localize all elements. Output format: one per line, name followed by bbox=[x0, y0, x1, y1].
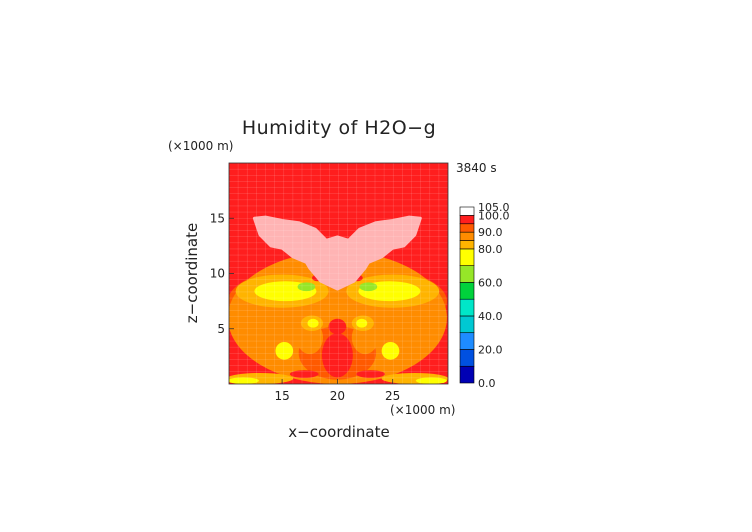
colorbar-swatch bbox=[459, 365, 475, 384]
humidity-region-17 bbox=[275, 342, 294, 360]
x-tick-label: 20 bbox=[330, 389, 345, 403]
x-tick-label: 25 bbox=[385, 389, 400, 403]
humidity-region-7 bbox=[359, 282, 378, 292]
y-axis: 5 10 15 bbox=[210, 211, 234, 336]
x-axis-label: x−coordinate bbox=[288, 423, 389, 441]
time-label: 3840 s bbox=[456, 161, 497, 175]
humidity-region-13 bbox=[307, 318, 319, 328]
humidity-region-6 bbox=[297, 282, 316, 292]
colorbar-swatch bbox=[459, 332, 475, 350]
colorbar-label: 100.0 bbox=[478, 209, 510, 222]
colorbar-swatch bbox=[459, 231, 475, 241]
colorbar-swatch bbox=[459, 315, 475, 334]
colorbar-swatch bbox=[459, 349, 475, 367]
humidity-region-16 bbox=[321, 333, 353, 378]
colorbar-label: 0.0 bbox=[478, 377, 496, 390]
colorbar-label: 20.0 bbox=[478, 343, 503, 356]
y-tick-label: 5 bbox=[217, 322, 225, 336]
saturated-plume bbox=[252, 215, 422, 291]
grid-lines bbox=[229, 163, 448, 384]
colorbar-label: 60.0 bbox=[478, 276, 503, 289]
humidity-region-15 bbox=[328, 318, 347, 335]
chart-title: Humidity of H2O−g bbox=[242, 117, 436, 139]
y-tick-label: 15 bbox=[210, 211, 225, 225]
colorbar-label: 40.0 bbox=[478, 310, 503, 323]
colorbar-swatch bbox=[459, 240, 475, 250]
colorbar-swatch bbox=[459, 223, 475, 233]
humidity-region-18 bbox=[381, 342, 400, 360]
humidity-region-14 bbox=[356, 318, 368, 328]
colorbar-swatch bbox=[459, 206, 475, 216]
y-unit-label: (×1000 m) bbox=[168, 139, 233, 153]
colorbar-label: 90.0 bbox=[478, 226, 503, 239]
y-axis-label: z−coordinate bbox=[183, 223, 201, 323]
colorbar-swatch bbox=[459, 298, 475, 317]
x-unit-label: (×1000 m) bbox=[390, 403, 455, 417]
humidity-region-23 bbox=[289, 370, 319, 378]
y-tick-label: 10 bbox=[210, 267, 225, 281]
colorbar-swatch bbox=[459, 215, 475, 225]
colorbar-label: 80.0 bbox=[478, 243, 503, 256]
colorbar-swatch bbox=[459, 282, 475, 300]
colorbar-label: 105.0 bbox=[478, 201, 510, 214]
plot-area bbox=[229, 163, 448, 384]
x-axis: 15 20 25 bbox=[274, 379, 400, 403]
humidity-region-22 bbox=[415, 377, 447, 384]
colorbar-swatch bbox=[459, 248, 475, 266]
colorbar-swatch bbox=[459, 265, 475, 283]
humidity-region-21 bbox=[229, 377, 259, 384]
humidity-region-24 bbox=[356, 370, 385, 378]
x-tick-label: 15 bbox=[274, 389, 289, 403]
